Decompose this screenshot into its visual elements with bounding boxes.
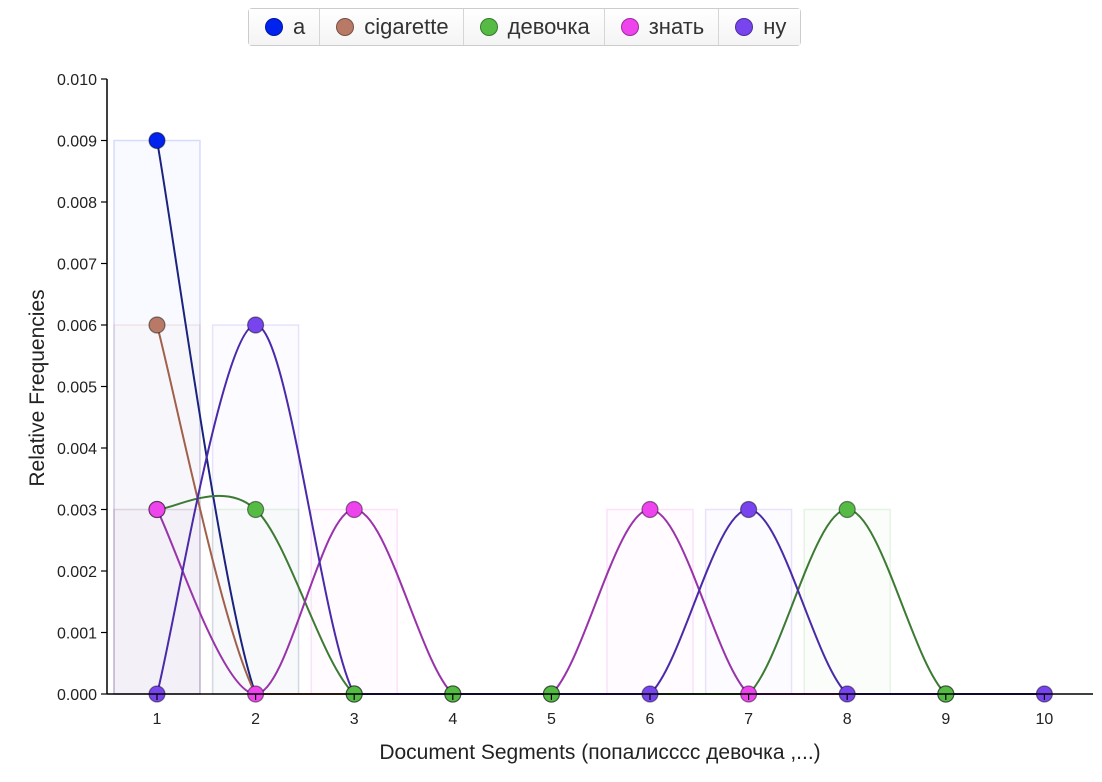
x-tick-label: 5: [547, 711, 556, 728]
data-point[interactable]: [739, 500, 758, 519]
legend-item[interactable]: cigarette: [320, 9, 464, 45]
bar: [704, 508, 793, 695]
data-point[interactable]: [641, 500, 659, 519]
x-tick-label: 6: [646, 711, 655, 728]
x-tick-label: 1: [153, 711, 162, 728]
legend-swatch: [265, 18, 283, 36]
data-points: [148, 131, 1054, 703]
bar: [803, 508, 891, 695]
legend-label: а: [293, 14, 306, 39]
y-tick-label: 0.007: [57, 257, 97, 274]
data-point[interactable]: [148, 500, 166, 519]
legend-swatch: [479, 18, 498, 36]
x-tick-label: 2: [251, 711, 260, 728]
legend-label: знать: [648, 14, 705, 39]
y-tick-label: 0.008: [57, 195, 97, 212]
x-tick-label: 9: [941, 711, 950, 728]
legend-label: cigarette: [364, 14, 449, 39]
legend-item[interactable]: а: [249, 9, 321, 45]
data-point[interactable]: [148, 316, 166, 334]
data-point[interactable]: [247, 316, 265, 334]
data-point[interactable]: [838, 500, 856, 519]
y-tick-label: 0.001: [57, 626, 97, 643]
y-axis-title: Relative Frequencies: [26, 289, 49, 486]
x-axis-title: Document Segments (попалисссс девочка ,.…: [379, 741, 820, 764]
y-tick-label: 0.009: [57, 134, 97, 151]
data-point[interactable]: [247, 500, 265, 519]
legend-item[interactable]: ну: [719, 9, 801, 45]
legend-swatch: [336, 18, 355, 36]
bar: [113, 508, 201, 695]
legend-swatch: [620, 18, 639, 36]
y-tick-label: 0.002: [57, 564, 97, 581]
data-point[interactable]: [345, 500, 363, 519]
y-tick-label: 0.004: [57, 441, 97, 458]
bar: [310, 508, 398, 695]
legend-item[interactable]: девочка: [463, 9, 605, 45]
y-tick-label: 0.010: [57, 72, 97, 89]
y-tick-label: 0.000: [57, 687, 97, 704]
x-tick-label: 10: [1036, 711, 1054, 728]
legend-label: ну: [763, 14, 787, 39]
y-tick-label: 0.003: [57, 503, 97, 520]
x-tick-label: 4: [448, 711, 457, 728]
legend: а cigarette девочка знать ну: [248, 8, 802, 46]
x-tick-label: 7: [744, 711, 753, 728]
bar: [606, 508, 694, 695]
x-tick-label: 8: [843, 711, 852, 728]
legend-item[interactable]: знать: [604, 9, 720, 45]
legend-label: девочка: [507, 14, 590, 39]
y-tick-label: 0.005: [57, 380, 97, 397]
data-point[interactable]: [148, 131, 166, 150]
y-tick-label: 0.006: [57, 318, 97, 335]
background-bars: [113, 139, 891, 695]
legend-swatch: [735, 18, 754, 36]
axes: 0.000 0.001 0.002 0.003 0.004 0.005 0.006 0.007…: [57, 72, 1093, 728]
x-tick-label: 3: [350, 711, 359, 728]
